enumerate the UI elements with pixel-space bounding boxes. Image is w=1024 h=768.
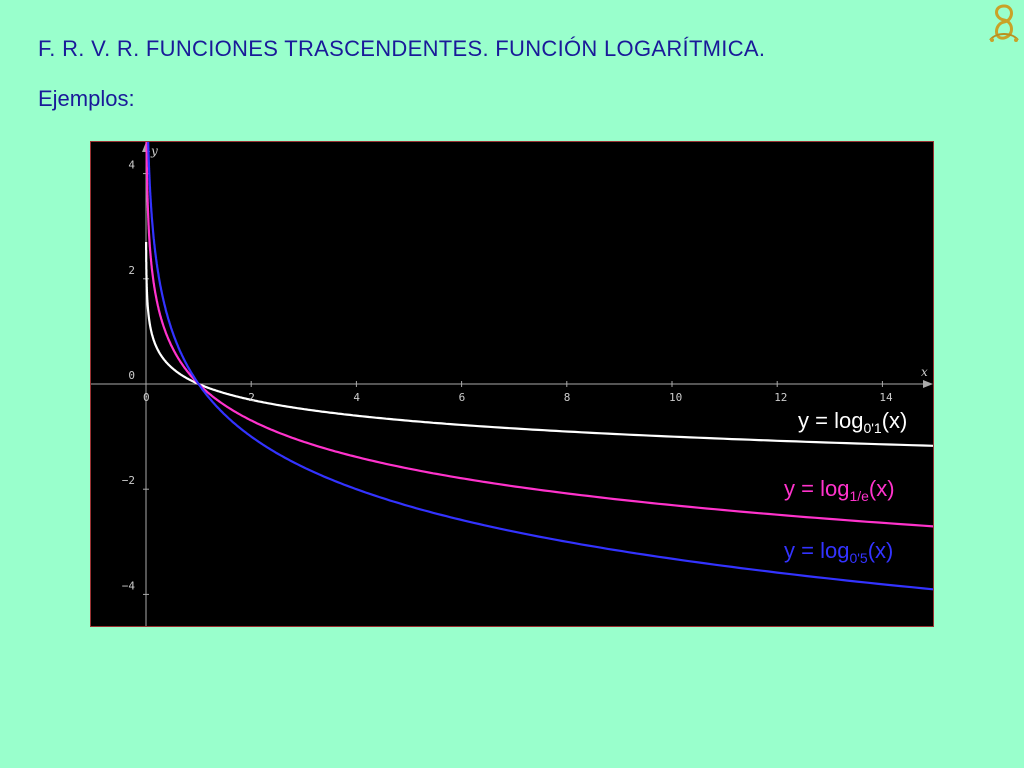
- slide-title: F. R. V. R. FUNCIONES TRASCENDENTES. FUN…: [38, 36, 766, 61]
- legend-entry-main: y = log: [784, 538, 850, 563]
- legend-entry-tail: (x): [867, 538, 894, 563]
- ornamental-monogram-icon: [984, 2, 1024, 46]
- x-tick-label: 10: [669, 391, 682, 404]
- legend-entry-base: 1/e: [849, 488, 869, 504]
- chart-canvas: x y 0 2 4 6 8 10 12 14 −4 −2 0 2 4: [91, 142, 933, 626]
- legend-entry-main: y = log: [784, 476, 850, 501]
- x-tick-label: 6: [459, 391, 466, 404]
- legend-entry-tail: (x): [881, 408, 908, 433]
- legend-entry-1: y = log1/e(x): [784, 476, 895, 504]
- slide-subtitle: Ejemplos:: [38, 86, 135, 111]
- x-tick-label: 12: [774, 391, 787, 404]
- y-tick-label: 4: [128, 159, 135, 172]
- y-tick-label: −4: [122, 579, 136, 592]
- x-tick-label: 4: [353, 391, 360, 404]
- x-tick-label: 2: [248, 391, 255, 404]
- x-tick-label: 14: [879, 391, 893, 404]
- legend-entry-0: y = log0'1(x): [798, 408, 907, 436]
- series-line-1: [145, 142, 933, 528]
- legend-entry-base: 0'5: [849, 550, 868, 566]
- y-tick-label: −2: [122, 474, 135, 487]
- legend-entry-2: y = log0'5(x): [784, 538, 893, 566]
- x-axis-label: x: [921, 365, 928, 379]
- x-tick-label: 0: [143, 391, 150, 404]
- x-axis-arrow: [923, 380, 933, 388]
- legend-entry-main: y = log: [798, 408, 864, 433]
- series-line-2: [147, 142, 933, 591]
- legend-entry-base: 0'1: [863, 420, 882, 436]
- series-line-0: [144, 242, 933, 447]
- y-tick-label: 2: [128, 264, 135, 277]
- y-tick-label: 0: [128, 369, 135, 382]
- legend-entry-tail: (x): [868, 476, 895, 501]
- x-tick-label: 8: [564, 391, 571, 404]
- y-axis-label: y: [150, 144, 158, 158]
- log-function-chart: x y 0 2 4 6 8 10 12 14 −4 −2 0 2 4: [90, 141, 934, 627]
